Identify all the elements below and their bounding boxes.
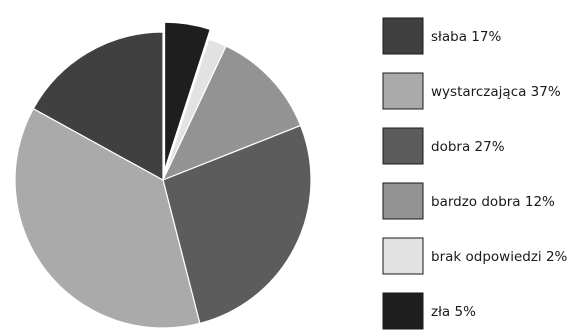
pie-slice-wystarczająca (14, 107, 201, 329)
legend-label-wystarczająca: wystarczająca 37% (431, 84, 561, 100)
legend-swatch-brak-odpowiedzi (382, 237, 424, 275)
legend-label-brak-odpowiedzi: brak odpowiedzi 2% (431, 249, 568, 265)
legend: słaba 17% wystarczająca 37% dobra 27% bardz… (382, 17, 568, 330)
legend-swatch-wystarczająca (382, 72, 424, 110)
legend-swatch-bardzo-dobra (382, 182, 424, 220)
pie-slice-zła (163, 21, 212, 171)
pie-slices (14, 21, 312, 329)
legend-label-bardzo-dobra: bardzo dobra 12% (431, 194, 555, 210)
pie-slice-dobra (162, 124, 312, 325)
legend-label-zła: zła 5% (431, 304, 476, 320)
pie-slice-słaba (32, 31, 164, 182)
legend-label-słaba: słaba 17% (431, 29, 501, 45)
legend-swatch-słaba (382, 17, 424, 55)
pie-slice-bardzo-dobra (161, 45, 302, 182)
legend-label-dobra: dobra 27% (431, 139, 505, 155)
legend-swatch-zła (382, 292, 424, 330)
legend-swatch-dobra (382, 127, 424, 165)
